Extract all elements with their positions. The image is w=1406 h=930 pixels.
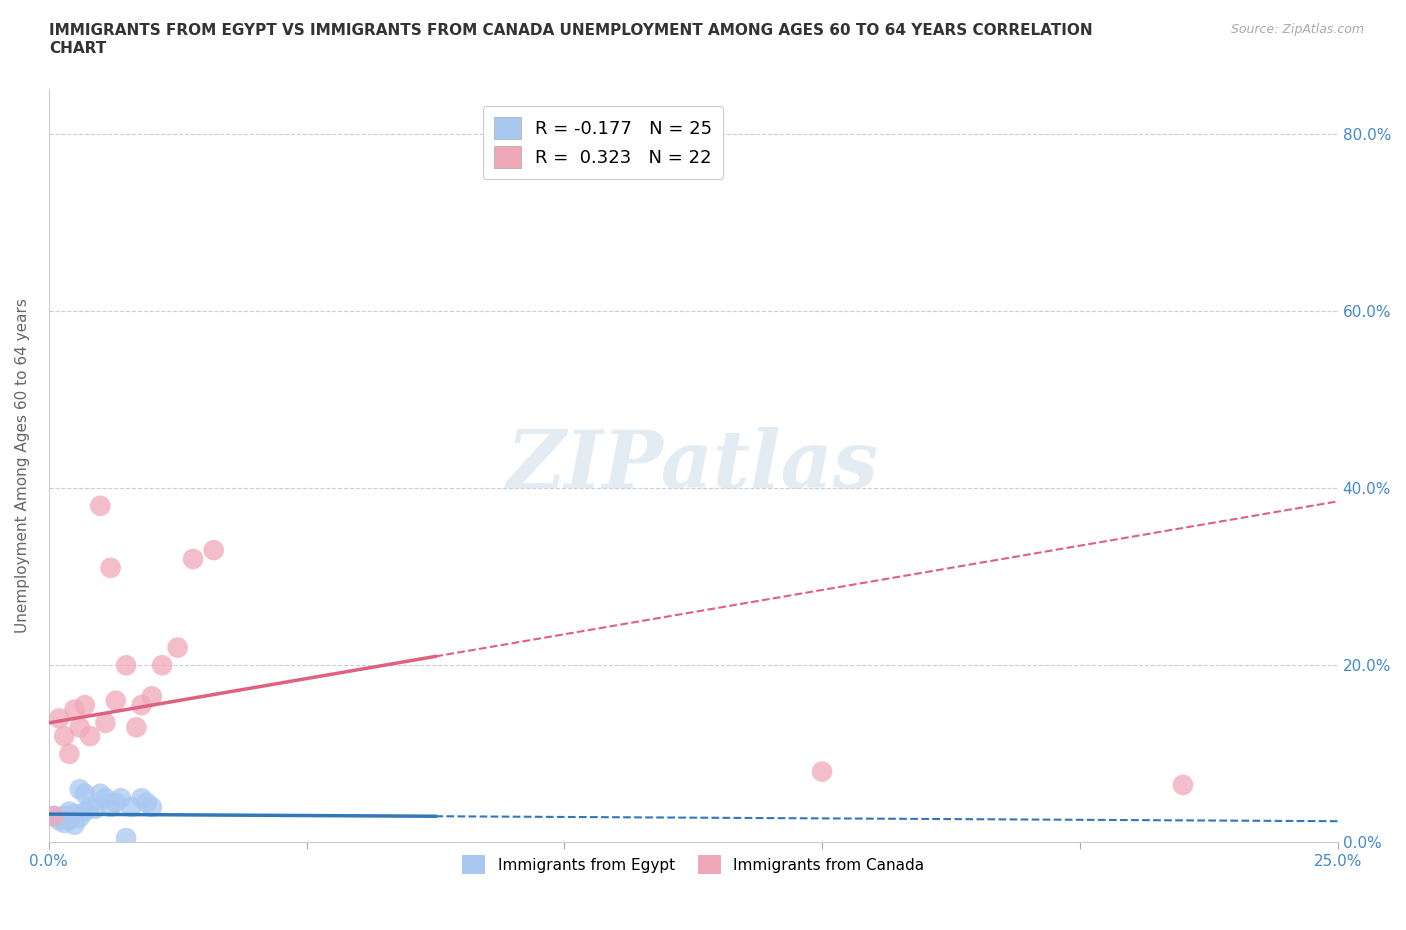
Point [110, 790, 132, 805]
Point [1171, 777, 1194, 792]
Point [58, 747, 80, 762]
Point [73, 786, 96, 801]
Point [79, 729, 101, 744]
Point [53, 816, 76, 830]
Point [811, 764, 834, 779]
Point [131, 698, 153, 712]
Point [48, 711, 70, 726]
Point [42, 808, 65, 823]
Point [63, 702, 86, 717]
Point [89, 498, 111, 513]
Point [141, 800, 163, 815]
Point [104, 693, 127, 708]
Point [135, 795, 157, 810]
Point [181, 551, 204, 566]
Point [73, 698, 96, 712]
Point [104, 795, 127, 810]
Point [63, 817, 86, 832]
Text: IMMIGRANTS FROM EGYPT VS IMMIGRANTS FROM CANADA UNEMPLOYMENT AMONG AGES 60 TO 64: IMMIGRANTS FROM EGYPT VS IMMIGRANTS FROM… [49, 23, 1092, 56]
Point [94, 790, 117, 805]
Point [69, 810, 91, 825]
Point [120, 800, 142, 815]
Point [58, 804, 80, 819]
Point [53, 808, 76, 823]
Point [63, 806, 86, 821]
Point [73, 804, 96, 819]
Point [84, 802, 107, 817]
Text: Source: ZipAtlas.com: Source: ZipAtlas.com [1230, 23, 1364, 36]
Text: ZIPatlas: ZIPatlas [508, 427, 879, 505]
Point [202, 543, 225, 558]
Point [69, 720, 91, 735]
Point [94, 715, 117, 730]
Point [166, 640, 188, 655]
Point [69, 782, 91, 797]
Point [115, 658, 138, 672]
Point [48, 813, 70, 828]
Point [141, 689, 163, 704]
Point [53, 729, 76, 744]
Y-axis label: Unemployment Among Ages 60 to 64 years: Unemployment Among Ages 60 to 64 years [15, 299, 30, 633]
Point [125, 720, 148, 735]
Point [150, 658, 173, 672]
Legend: Immigrants from Egypt, Immigrants from Canada: Immigrants from Egypt, Immigrants from C… [457, 849, 929, 880]
Point [58, 813, 80, 828]
Point [42, 808, 65, 823]
Point [79, 800, 101, 815]
Point [89, 786, 111, 801]
Point [131, 790, 153, 805]
Point [48, 810, 70, 825]
Point [115, 830, 138, 845]
Point [100, 800, 122, 815]
Point [100, 561, 122, 576]
